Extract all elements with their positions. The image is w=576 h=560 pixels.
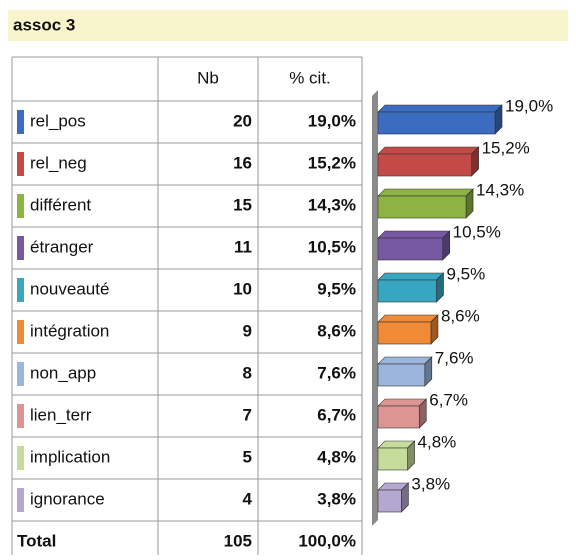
percent: 9,5%	[317, 279, 356, 298]
column-header: % cit.	[289, 68, 331, 87]
count: 10	[233, 279, 252, 298]
column-header: Nb	[197, 68, 219, 87]
bar-top	[377, 314, 439, 323]
bar-side-shade	[471, 147, 479, 176]
title: assoc 3	[13, 15, 75, 34]
color-swatch	[17, 320, 24, 344]
percent: 10,5%	[308, 237, 356, 256]
row-label: nouveauté	[30, 279, 109, 298]
percent: 14,3%	[308, 195, 356, 214]
percent: 15,2%	[308, 153, 356, 172]
color-swatch	[17, 488, 24, 512]
bar-label: 19,0%	[505, 96, 553, 115]
bar-side-shade	[436, 273, 444, 302]
percent: 7,6%	[317, 363, 356, 382]
bar-label: 14,3%	[476, 180, 524, 199]
bar-side-shade	[466, 189, 474, 218]
bar-label: 4,8%	[418, 432, 457, 451]
count: 9	[243, 321, 252, 340]
bar-label: 15,2%	[482, 138, 530, 157]
bar-top	[377, 146, 480, 155]
bar-side-shade	[401, 483, 409, 512]
bar	[377, 489, 402, 513]
total-percent: 100,0%	[298, 531, 356, 550]
row-label: intégration	[30, 321, 109, 340]
bar-label: 7,6%	[435, 348, 474, 367]
percent: 3,8%	[317, 489, 356, 508]
bar	[377, 195, 467, 219]
bar-label: 9,5%	[447, 264, 486, 283]
bar-label: 3,8%	[411, 474, 450, 493]
color-swatch	[17, 404, 24, 428]
bar-top	[377, 398, 427, 407]
row-label: rel_pos	[30, 111, 86, 130]
count: 20	[233, 111, 252, 130]
bar	[377, 237, 443, 261]
bar-top	[377, 104, 503, 113]
bar-side-shade	[442, 231, 450, 260]
bar-label: 10,5%	[453, 222, 501, 241]
bar-side-shade	[430, 315, 438, 344]
color-swatch	[17, 152, 24, 176]
percent: 6,7%	[317, 405, 356, 424]
bar-side-shade	[419, 399, 427, 428]
color-swatch	[17, 194, 24, 218]
bar-label: 6,7%	[429, 390, 468, 409]
bar-label: 8,6%	[441, 306, 480, 325]
row-label: ignorance	[30, 489, 105, 508]
row-label: étranger	[30, 237, 94, 256]
percent: 8,6%	[317, 321, 356, 340]
count: 8	[243, 363, 252, 382]
row-label: lien_terr	[30, 405, 92, 424]
row-label: implication	[30, 447, 110, 466]
bar	[377, 153, 472, 177]
bar-top	[377, 272, 445, 281]
bar	[377, 321, 432, 345]
bar	[377, 447, 408, 471]
count: 7	[243, 405, 252, 424]
bar	[377, 363, 426, 387]
total-label: Total	[17, 531, 56, 550]
row-label: non_app	[30, 363, 96, 382]
count: 16	[233, 153, 252, 172]
bar	[377, 405, 420, 429]
count: 15	[233, 195, 252, 214]
total-count: 105	[224, 531, 252, 550]
count: 5	[243, 447, 252, 466]
row-label: rel_neg	[30, 153, 87, 172]
bar-side-shade	[495, 105, 502, 134]
bar	[377, 111, 496, 135]
count: 4	[243, 489, 253, 508]
bar	[377, 279, 437, 303]
color-swatch	[17, 110, 24, 134]
percent: 4,8%	[317, 447, 356, 466]
percent: 19,0%	[308, 111, 356, 130]
count: 11	[234, 237, 252, 256]
color-swatch	[17, 446, 24, 470]
chart-wall	[372, 90, 378, 526]
bar-side-shade	[424, 357, 432, 386]
bar-side-shade	[407, 441, 415, 470]
color-swatch	[17, 362, 24, 386]
row-label: différent	[30, 195, 91, 214]
bar-top	[377, 356, 433, 365]
title-bar	[8, 10, 568, 41]
color-swatch	[17, 278, 24, 302]
color-swatch	[17, 236, 24, 260]
bar-top	[377, 230, 451, 239]
bar-top	[377, 188, 474, 197]
